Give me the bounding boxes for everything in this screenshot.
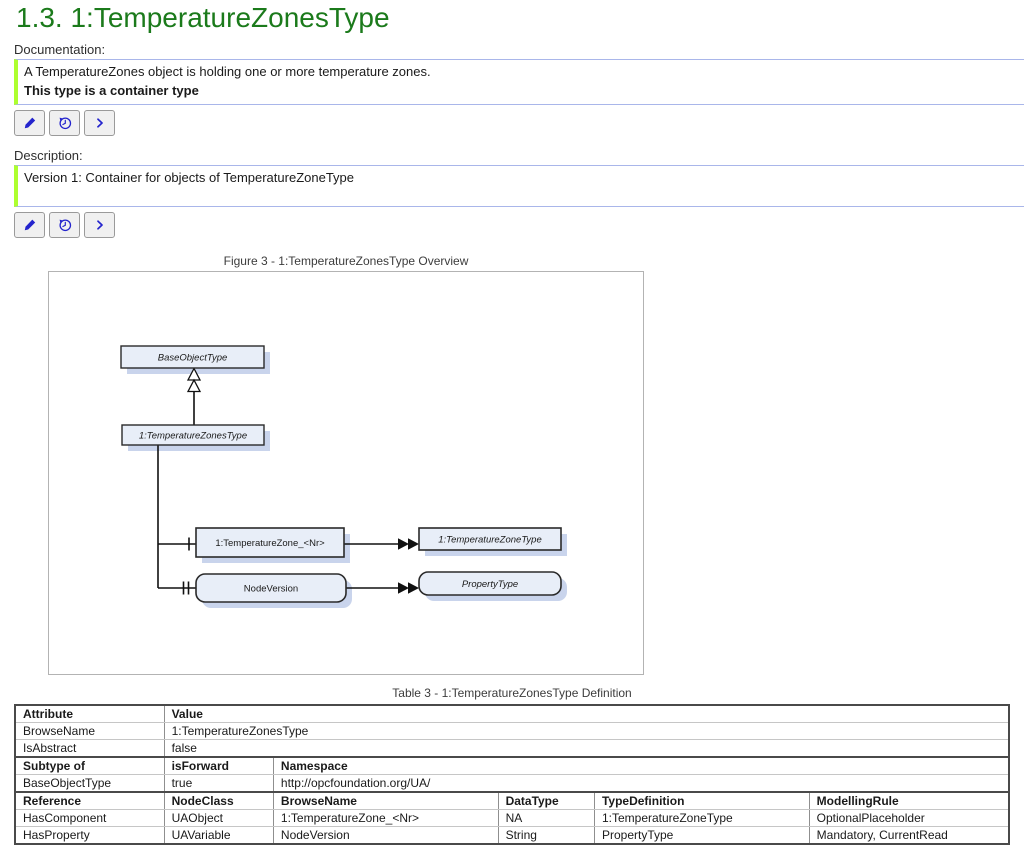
cell: NA <box>497 809 595 827</box>
cell: UAObject <box>163 809 274 827</box>
table-row: HasComponent UAObject 1:TemperatureZone_… <box>14 809 1010 827</box>
description-box: Version 1: Container for objects of Temp… <box>14 165 1024 207</box>
svg-text:BaseObjectType: BaseObjectType <box>158 353 228 364</box>
pencil-icon <box>22 115 38 131</box>
attribute-header-row: Attribute Value <box>14 704 1010 723</box>
header-cell: NodeClass <box>163 791 274 810</box>
node-temperaturezone-nr: 1:TemperatureZone_<Nr> <box>195 527 345 558</box>
hascomponent-connector <box>157 445 196 588</box>
figure-caption: Figure 3 - 1:TemperatureZonesType Overvi… <box>223 254 469 268</box>
header-cell: Namespace <box>272 756 1010 775</box>
table-caption: Table 3 - 1:TemperatureZonesType Definit… <box>392 686 632 700</box>
svg-text:1:TemperatureZone_<Nr>: 1:TemperatureZone_<Nr> <box>215 538 325 549</box>
expand-button[interactable] <box>84 212 115 238</box>
typedefinition-arrow-component <box>344 538 419 550</box>
svg-text:NodeVersion: NodeVersion <box>244 584 298 595</box>
cell: false <box>163 739 1010 758</box>
header-cell: ModellingRule <box>808 791 1010 810</box>
history-button[interactable] <box>49 110 80 136</box>
cell: http://opcfoundation.org/UA/ <box>272 774 1010 793</box>
header-cell: Reference <box>14 791 165 810</box>
node-temperaturezonetype: 1:TemperatureZoneType <box>418 527 562 551</box>
cell: BaseObjectType <box>14 774 165 793</box>
cell: OptionalPlaceholder <box>808 809 1010 827</box>
header-cell: Subtype of <box>14 756 165 775</box>
svg-text:PropertyType: PropertyType <box>462 579 518 590</box>
cell: 1:TemperatureZone_<Nr> <box>272 809 499 827</box>
cell: PropertyType <box>593 826 810 845</box>
table-row: BrowseName 1:TemperatureZonesType <box>14 722 1010 740</box>
cell: NodeVersion <box>272 826 499 845</box>
description-label: Description: <box>14 148 83 163</box>
documentation-box: A TemperatureZones object is holding one… <box>14 59 1024 105</box>
page-title: 1.3. 1:TemperatureZonesType <box>16 2 390 33</box>
hassubtype-connector <box>186 367 202 425</box>
table-row: BaseObjectType true http://opcfoundation… <box>14 774 1010 793</box>
header-cell: DataType <box>497 791 595 810</box>
edit-button[interactable] <box>14 212 45 238</box>
documentation-note: This type is a container type <box>24 83 199 98</box>
history-button[interactable] <box>49 212 80 238</box>
edit-button[interactable] <box>14 110 45 136</box>
cell: HasComponent <box>14 809 165 827</box>
type-overview-diagram: BaseObjectType 1:TemperatureZonesType 1:… <box>48 271 644 675</box>
cell: true <box>163 774 274 793</box>
cell: String <box>497 826 595 845</box>
node-baseobjecttype: BaseObjectType <box>120 345 265 369</box>
documentation-toolbar <box>14 110 1010 136</box>
hasproperty-connector <box>158 581 196 595</box>
documentation-text: A TemperatureZones object is holding one… <box>24 64 431 79</box>
svg-text:1:TemperatureZonesType: 1:TemperatureZonesType <box>139 431 247 442</box>
description-text: Version 1: Container for objects of Temp… <box>24 170 355 185</box>
node-nodeversion: NodeVersion <box>195 573 347 603</box>
node-temperaturezonestype: 1:TemperatureZonesType <box>121 424 265 446</box>
header-cell: Value <box>163 704 1010 723</box>
cell: Mandatory, CurrentRead <box>808 826 1010 845</box>
pencil-icon <box>22 217 38 233</box>
header-cell: Attribute <box>14 704 165 723</box>
definition-table: Attribute Value BrowseName 1:Temperature… <box>14 704 1010 845</box>
table-row: IsAbstract false <box>14 739 1010 758</box>
clock-rewind-icon <box>57 217 73 233</box>
node-propertytype: PropertyType <box>418 571 562 596</box>
cell: 1:TemperatureZoneType <box>593 809 810 827</box>
subtype-header-row: Subtype of isForward Namespace <box>14 756 1010 775</box>
cell: BrowseName <box>14 722 165 740</box>
header-cell: BrowseName <box>272 791 499 810</box>
svg-text:1:TemperatureZoneType: 1:TemperatureZoneType <box>438 535 542 546</box>
cell: IsAbstract <box>14 739 165 758</box>
typedefinition-arrow-property <box>346 582 419 594</box>
table-row: HasProperty UAVariable NodeVersion Strin… <box>14 826 1010 845</box>
documentation-label: Documentation: <box>14 42 106 57</box>
clock-rewind-icon <box>57 115 73 131</box>
cell: 1:TemperatureZonesType <box>163 722 1010 740</box>
chevron-right-icon <box>93 218 107 232</box>
reference-header-row: Reference NodeClass BrowseName DataType … <box>14 791 1010 810</box>
cell: UAVariable <box>163 826 274 845</box>
header-cell: TypeDefinition <box>593 791 810 810</box>
header-cell: isForward <box>163 756 274 775</box>
chevron-right-icon <box>93 116 107 130</box>
cell: HasProperty <box>14 826 165 845</box>
expand-button[interactable] <box>84 110 115 136</box>
description-toolbar <box>14 212 1010 238</box>
